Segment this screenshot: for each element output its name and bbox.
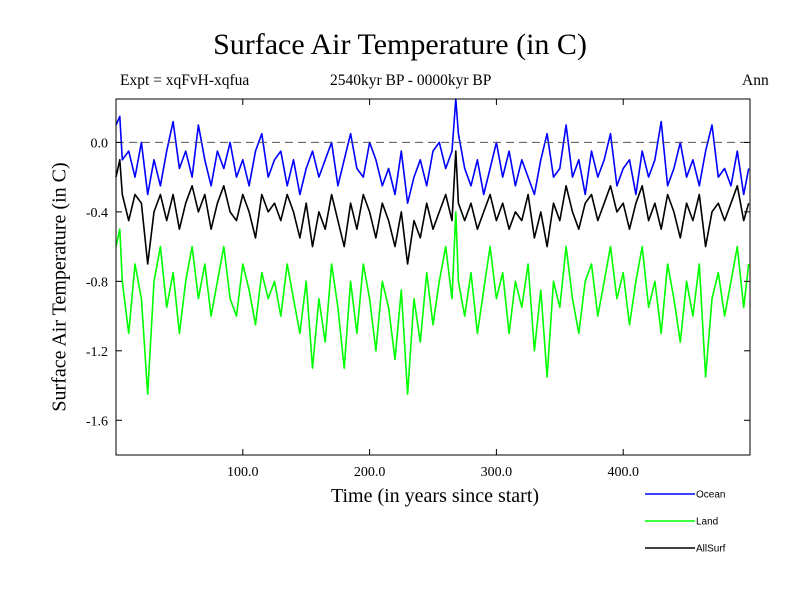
period-label: 2540kyr BP - 0000kyr BP bbox=[330, 72, 492, 89]
series-layer bbox=[115, 98, 750, 396]
x-axis-label: Time (in years since start) bbox=[330, 485, 540, 507]
legend: Ocean Land AllSurf bbox=[645, 490, 726, 555]
series-line-land bbox=[115, 211, 750, 396]
legend-label-ocean: Ocean bbox=[696, 490, 725, 501]
chart-title: Surface Air Temperature (in C) bbox=[213, 28, 587, 61]
y-tick-label: -1.2 bbox=[86, 345, 108, 360]
ticks-layer: 100.0 200.0 300.0 400.0 0.0 -0.4 -0.8 -1.2 -1.6 bbox=[86, 99, 750, 480]
season-label: Ann bbox=[742, 72, 769, 89]
plot-frame bbox=[115, 98, 751, 456]
y-tick-label: -1.6 bbox=[86, 414, 108, 429]
y-tick-label: -0.8 bbox=[86, 275, 108, 290]
x-tick-label: 300.0 bbox=[481, 465, 513, 480]
experiment-label: Expt = xqFvH-xqfua bbox=[120, 72, 250, 89]
x-tick-label: 100.0 bbox=[227, 465, 259, 480]
x-tick-label: 200.0 bbox=[354, 465, 386, 480]
series-line-ocean bbox=[115, 98, 750, 204]
legend-label-allsurf: AllSurf bbox=[696, 544, 726, 555]
series-line-allsurf bbox=[115, 150, 750, 265]
y-tick-label: 0.0 bbox=[91, 136, 109, 151]
y-tick-label: -0.4 bbox=[86, 206, 108, 221]
x-tick-label: 400.0 bbox=[607, 465, 639, 480]
legend-label-land: Land bbox=[696, 517, 718, 528]
